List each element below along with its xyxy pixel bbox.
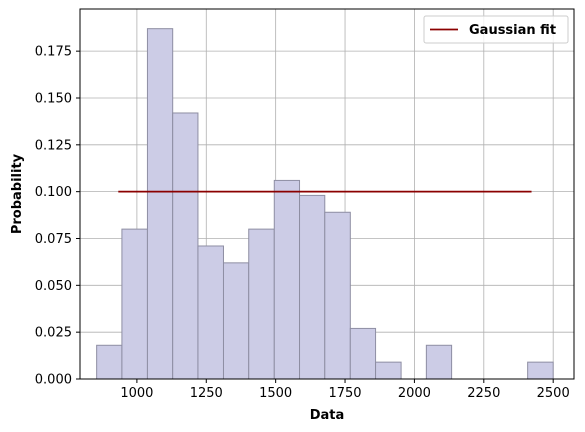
x-tick-label-3: 1750 — [328, 386, 361, 401]
histogram-bar-9 — [324, 211, 351, 380]
y-tick-label-3: 0.075 — [35, 232, 72, 247]
y-tick-label-6: 0.150 — [35, 91, 72, 106]
legend: Gaussian fit — [423, 15, 569, 44]
histogram-bar-7 — [273, 179, 301, 380]
histogram-bar-2 — [146, 28, 174, 380]
histogram-bar-6 — [248, 228, 275, 380]
x-axis-ticks: 1000 1250 1500 1750 2000 2250 2500 — [120, 379, 570, 401]
histogram-bars — [96, 28, 554, 380]
plot-frame — [79, 8, 575, 380]
y-tick-label-2: 0.050 — [35, 279, 72, 294]
y-tick-label-0: 0.000 — [35, 373, 72, 388]
y-tick-label-7: 0.175 — [35, 45, 72, 60]
histogram-bar-1 — [121, 228, 148, 380]
y-axis-ticks: 0.000 0.025 0.050 0.075 0.100 0.125 0.150 0.175 — [35, 45, 80, 388]
y-tick-label-4: 0.100 — [35, 185, 72, 200]
y-tick-label-5: 0.125 — [35, 138, 72, 153]
x-tick-label-4: 2000 — [398, 386, 431, 401]
x-tick-label-6: 2500 — [537, 386, 570, 401]
histogram-bar-5 — [222, 262, 250, 380]
x-tick-label-1: 1250 — [190, 386, 223, 401]
histogram-bar-8 — [299, 194, 326, 380]
x-tick-label-2: 1500 — [259, 386, 292, 401]
x-tick-label-5: 2250 — [467, 386, 500, 401]
histogram-bar-3 — [172, 112, 199, 380]
histogram-bar-17 — [527, 361, 554, 380]
legend-entry-gaussian-fit: Gaussian fit — [469, 23, 556, 38]
histogram-bar-13 — [425, 344, 453, 380]
y-axis-label: Probability — [10, 153, 25, 234]
histogram-bar-10 — [349, 327, 377, 380]
y-tick-label-1: 0.025 — [35, 326, 72, 341]
x-axis-label: Data — [310, 408, 345, 423]
histogram-bar-4 — [197, 245, 224, 380]
histogram-bar-11 — [375, 361, 402, 380]
legend-box — [423, 15, 569, 44]
x-tick-label-0: 1000 — [120, 386, 153, 401]
histogram-bar-0 — [96, 344, 123, 380]
